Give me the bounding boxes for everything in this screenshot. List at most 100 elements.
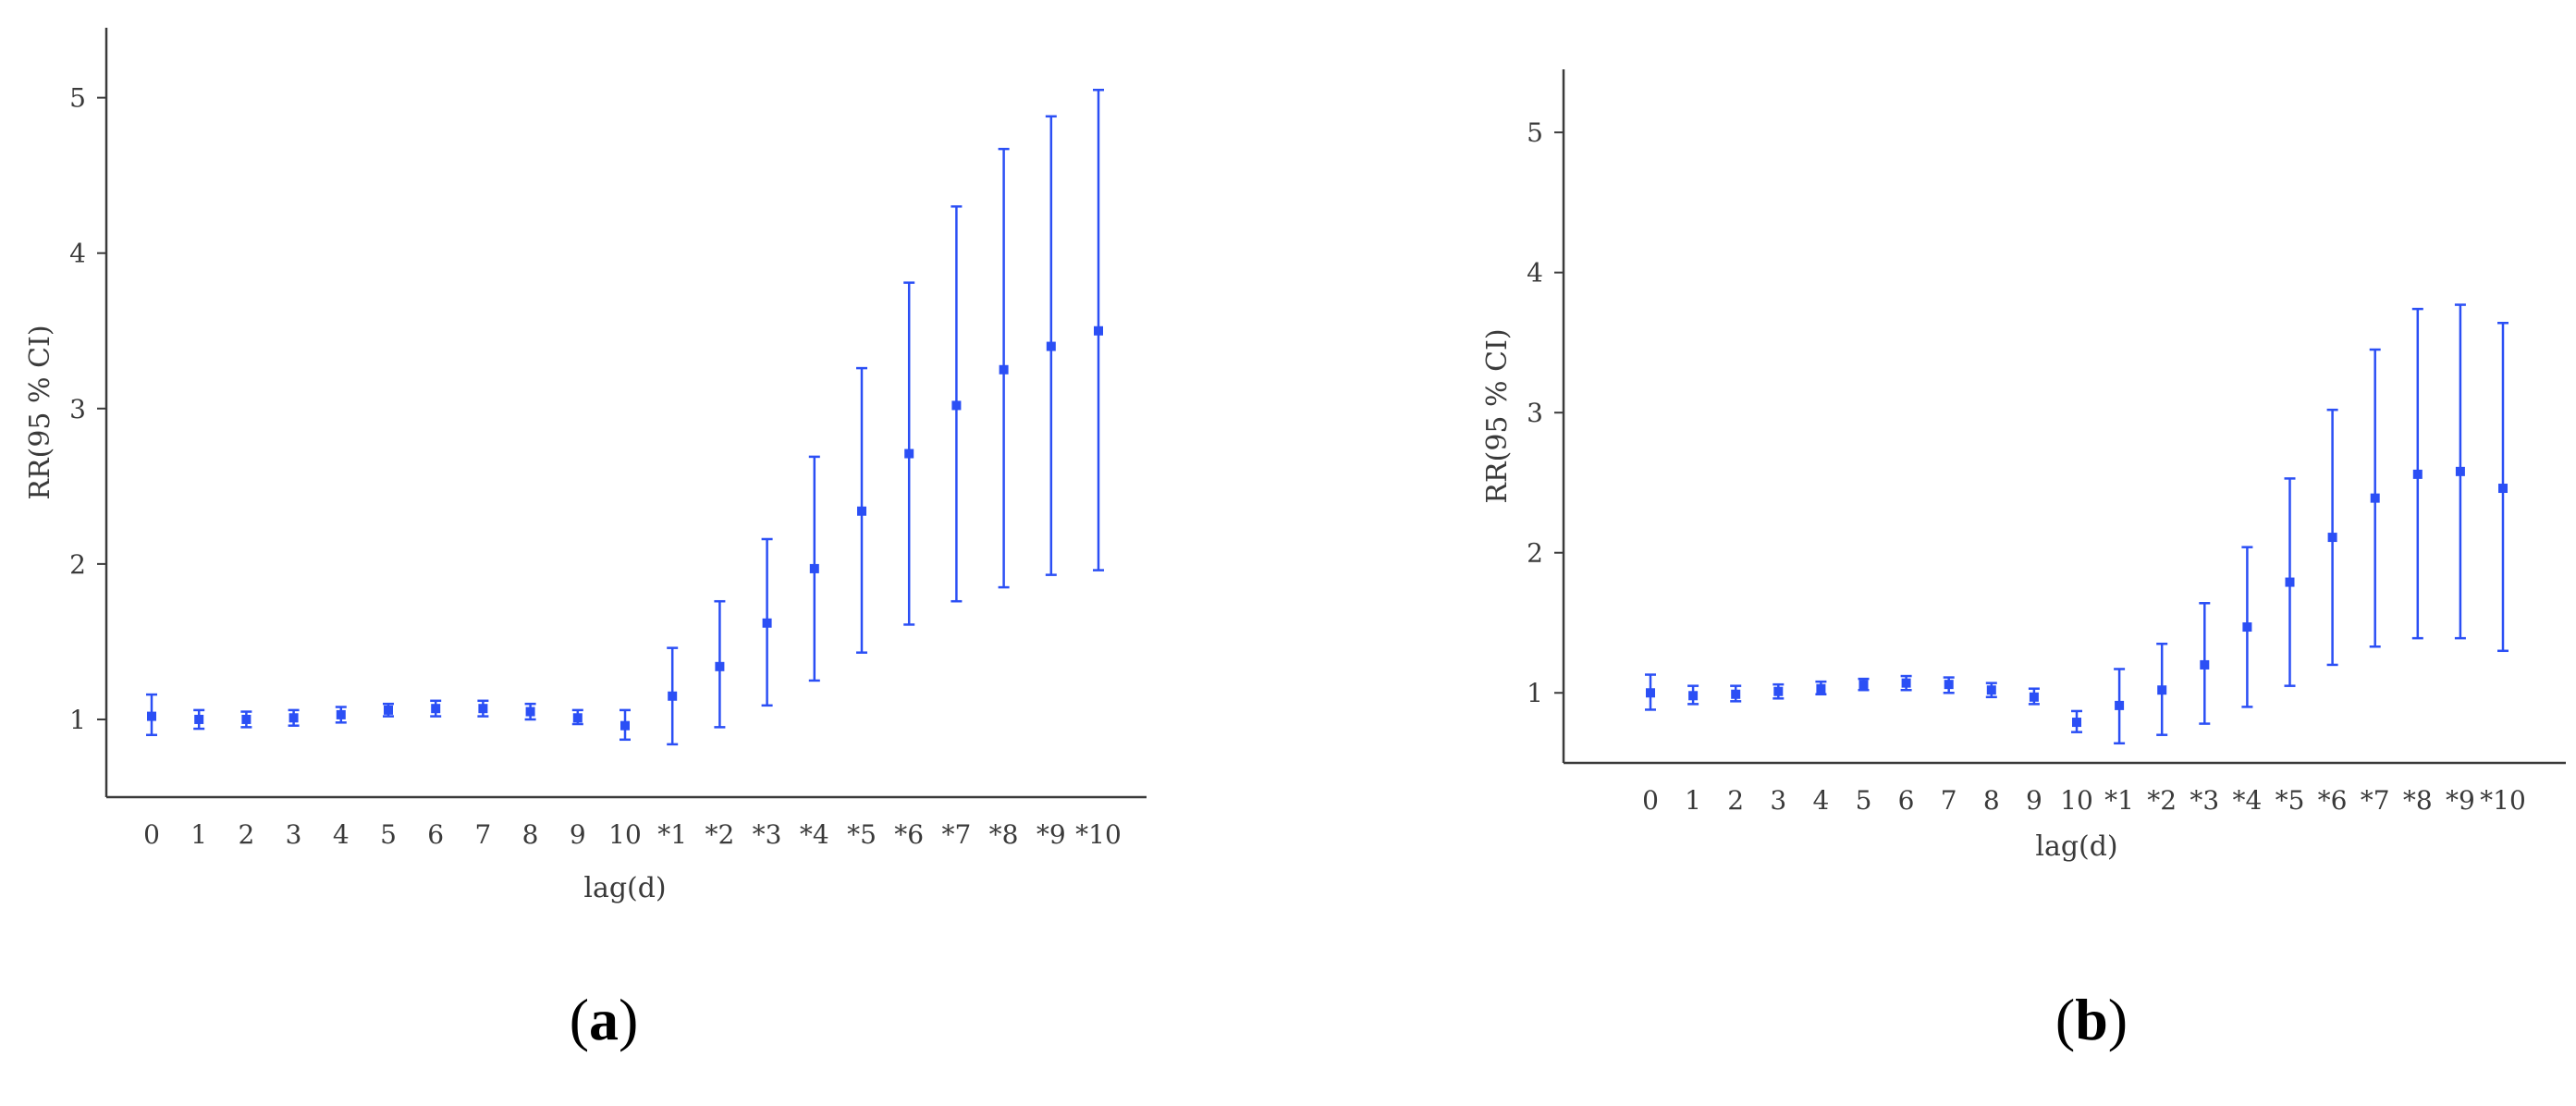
y-axis-title: RR(95 % CI)	[1481, 328, 1514, 503]
chart-panel-b: 1 2 3 4 5 RR(95 % CI) 0 1 2 3 4 5 6 7 8 9 10 *1 *2 *3 *4 *5 *6…	[1288, 0, 2576, 1106]
data-point	[2327, 533, 2337, 543]
data-point	[241, 714, 251, 724]
x-tick-label: *5	[847, 819, 877, 850]
x-tick-label: *3	[2190, 785, 2219, 816]
data-point	[999, 364, 1009, 375]
data-point	[2029, 692, 2039, 702]
x-tick-label: 4	[1812, 785, 1829, 816]
y-tick-label: 3	[1527, 398, 1543, 428]
y-tick-label: 5	[69, 83, 86, 114]
data-point	[1901, 678, 1911, 688]
x-tick-label: 6	[427, 819, 444, 850]
y-tick-label: 4	[69, 239, 86, 269]
data-point	[2200, 659, 2210, 670]
y-tick-label: 2	[1527, 538, 1543, 569]
data-point	[951, 400, 962, 411]
x-tick-label: *7	[941, 819, 971, 850]
x-tick-label: *7	[2361, 785, 2390, 816]
x-axis-title: lag(d)	[583, 872, 666, 904]
data-point	[809, 563, 819, 573]
data-point	[620, 720, 630, 731]
y-tick-label: 1	[69, 705, 86, 735]
x-tick-label: 7	[474, 819, 491, 850]
x-tick-label: 2	[1727, 785, 1744, 816]
data-point	[762, 618, 772, 628]
data-point	[2370, 493, 2380, 503]
x-tick-label: *10	[1075, 819, 1122, 850]
x-tick-label: 9	[570, 819, 586, 850]
data-point	[857, 506, 866, 516]
data-point	[1046, 341, 1056, 351]
x-tick-label: 3	[286, 819, 302, 850]
data-point	[2242, 622, 2252, 633]
y-tick-label: 4	[1527, 258, 1543, 289]
chart-panel-a: 1 2 3 4 5 RR(95 % CI) 0 1 2 3 4 5 6 7 8 9 10 *1 *2 *3 *4 *5 *6…	[24, 28, 1147, 1052]
data-point	[715, 661, 725, 671]
x-tick-label: 8	[522, 819, 539, 850]
x-tick-label: 8	[1983, 785, 2000, 816]
data-point	[2072, 718, 2081, 728]
x-tick-label: 10	[2060, 785, 2093, 816]
data-point	[431, 704, 441, 714]
x-tick-label: *2	[2147, 785, 2177, 816]
x-tick-label: *4	[2232, 785, 2262, 816]
data-point	[668, 691, 678, 701]
data-point	[525, 707, 535, 717]
x-tick-label: 0	[1642, 785, 1659, 816]
x-tick-label: *2	[705, 819, 734, 850]
x-tick-label: *9	[2446, 785, 2475, 816]
data-point	[1773, 686, 1784, 696]
y-tick-label: 5	[1527, 117, 1543, 148]
x-tick-label: 2	[238, 819, 254, 850]
x-tick-label: *6	[2318, 785, 2348, 816]
x-tick-label: 7	[1941, 785, 1957, 816]
x-tick-label: *8	[2403, 785, 2433, 816]
x-tick-label: 10	[608, 819, 642, 850]
data-point	[2115, 700, 2125, 710]
data-point	[1944, 680, 1954, 690]
x-tick-label: *6	[894, 819, 924, 850]
x-tick-label: *5	[2275, 785, 2305, 816]
x-tick-label: 6	[1898, 785, 1915, 816]
x-tick-label: 5	[1856, 785, 1872, 816]
data-point	[1688, 691, 1699, 701]
data-point	[2285, 577, 2295, 587]
x-tick-label: *4	[800, 819, 829, 850]
x-tick-label: 3	[1770, 785, 1786, 816]
data-point	[478, 704, 488, 714]
data-point	[2412, 469, 2423, 479]
y-tick-label: 1	[1527, 678, 1543, 708]
x-tick-label: *3	[753, 819, 782, 850]
data-point	[1816, 683, 1826, 694]
x-tick-label: *1	[657, 819, 687, 850]
panel-label-b: (b)	[2055, 987, 2128, 1052]
data-point	[1986, 685, 1996, 695]
data-point	[1731, 689, 1741, 699]
x-tick-label: 1	[190, 819, 207, 850]
x-tick-label: *8	[989, 819, 1019, 850]
data-point	[572, 713, 583, 723]
x-tick-label: 5	[380, 819, 397, 850]
x-tick-label: 0	[143, 819, 160, 850]
data-point	[288, 713, 299, 723]
x-tick-label: 1	[1685, 785, 1701, 816]
x-axis-title: lag(d)	[2035, 830, 2117, 863]
y-axis-title: RR(95 % CI)	[24, 325, 56, 499]
data-point	[147, 711, 156, 721]
x-tick-label: *9	[1037, 819, 1066, 850]
data-point	[384, 705, 393, 715]
x-tick-label: *10	[2480, 785, 2526, 816]
data-point	[1858, 680, 1869, 690]
data-point	[2157, 685, 2167, 695]
data-point	[194, 714, 204, 724]
x-tick-label: 9	[2026, 785, 2042, 816]
data-point	[1094, 326, 1103, 336]
y-tick-label: 2	[69, 549, 86, 580]
data-point	[904, 449, 914, 459]
data-point	[336, 709, 346, 719]
panel-label-a: (a)	[569, 987, 639, 1052]
y-tick-label: 3	[69, 394, 86, 424]
data-point	[2455, 466, 2465, 476]
